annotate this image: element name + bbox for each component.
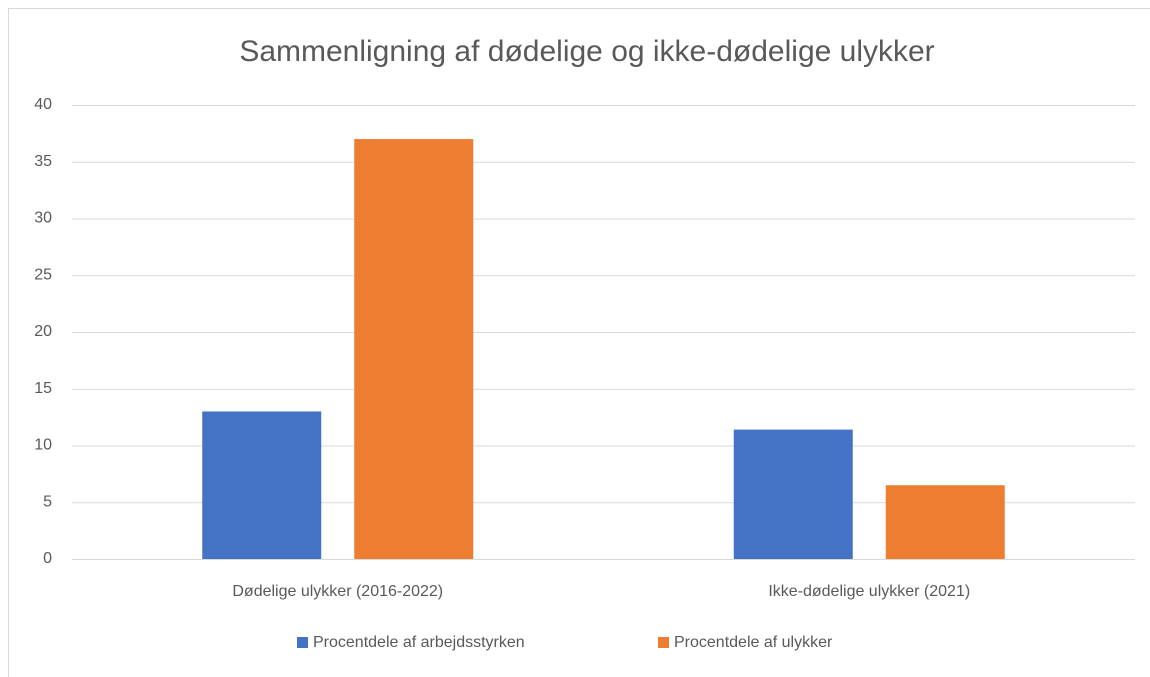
y-tick-label: 35	[34, 153, 52, 170]
bar	[885, 485, 1005, 559]
chart-frame	[8, 8, 1150, 677]
bar	[354, 139, 474, 560]
y-tick-label: 40	[34, 96, 52, 113]
legend-label: Procentdele af arbejdsstyrken	[313, 634, 525, 651]
x-tick-label: Ikke-dødelige ulykker (2021)	[768, 583, 970, 600]
y-tick-label: 10	[34, 437, 52, 454]
y-tick-label: 15	[34, 380, 52, 397]
y-tick-label: 30	[34, 210, 52, 227]
legend-swatch	[297, 637, 308, 648]
y-tick-label: 0	[43, 550, 52, 567]
legend-label: Procentdele af ulykker	[674, 634, 833, 651]
chart-title: Sammenligning af dødelige og ikke-dødeli…	[239, 35, 934, 68]
y-tick-label: 20	[34, 323, 52, 340]
bar	[733, 429, 853, 559]
legend-swatch	[658, 637, 669, 648]
x-tick-label: Dødelige ulykker (2016-2022)	[232, 583, 443, 600]
bar	[202, 411, 322, 559]
y-tick-label: 25	[34, 266, 52, 283]
y-tick-label: 5	[43, 493, 52, 510]
